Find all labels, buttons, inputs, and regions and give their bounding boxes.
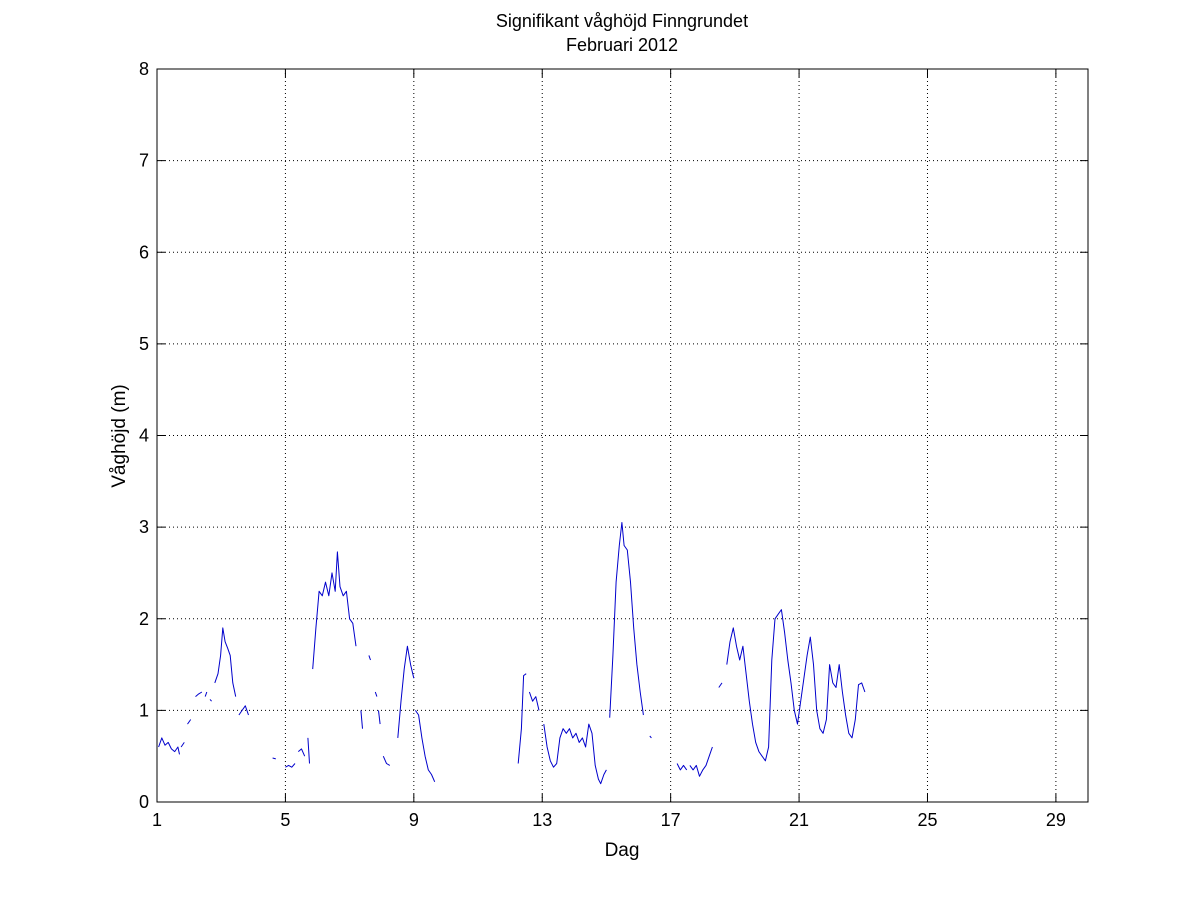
chart-subtitle: Februari 2012 — [566, 35, 678, 55]
y-tick-label: 1 — [139, 700, 149, 720]
y-tick-label: 0 — [139, 792, 149, 812]
x-tick-label: 29 — [1046, 810, 1066, 830]
series-line-segment — [285, 763, 296, 768]
series-line-segment — [378, 710, 381, 725]
x-tick-label: 5 — [280, 810, 290, 830]
y-tick-label: 7 — [139, 151, 149, 171]
x-tick-label: 1 — [152, 810, 162, 830]
series-line-segment — [374, 691, 378, 697]
series-line-segment — [238, 705, 249, 716]
series-line-segment — [195, 691, 203, 697]
series-line-segment — [158, 737, 180, 755]
series-line-segment — [368, 655, 371, 661]
series-line-segment — [414, 710, 436, 783]
y-tick-label: 5 — [139, 334, 149, 354]
series-line-segment — [397, 645, 415, 738]
series-line-segment — [718, 682, 723, 688]
x-axis-label: Dag — [605, 840, 640, 861]
x-tick-label: 9 — [409, 810, 419, 830]
y-tick-label: 4 — [139, 426, 149, 446]
series-line-segment — [214, 627, 237, 697]
series-line-segment — [649, 735, 652, 739]
x-tick-label: 13 — [532, 810, 552, 830]
y-tick-label: 8 — [139, 59, 149, 79]
series-line-segment — [307, 737, 310, 764]
series-line-segment — [382, 755, 391, 766]
x-tick-label: 25 — [917, 810, 937, 830]
series-line-segment — [528, 691, 540, 711]
data-series — [158, 522, 866, 785]
series-line-segment — [543, 723, 607, 785]
series-line-segment — [360, 710, 363, 729]
chart-title: Signifikant våghöjd Finngrundet — [496, 11, 748, 31]
series-line-segment — [209, 699, 212, 702]
series-line-segment — [726, 609, 866, 762]
series-line-segment — [187, 719, 192, 725]
series-line-segment — [312, 551, 357, 670]
series-line-segment — [204, 691, 208, 697]
series-line-segment — [180, 742, 185, 748]
series-line-segment — [676, 763, 688, 771]
series-line-segment — [689, 746, 713, 777]
series-line-segment — [272, 757, 276, 760]
x-tick-label: 17 — [661, 810, 681, 830]
series-line-segment — [297, 748, 306, 757]
series-line-segment — [609, 522, 644, 718]
series-line-segment — [517, 673, 527, 764]
y-axis-label: Våghöjd (m) — [109, 384, 130, 488]
y-tick-label: 2 — [139, 609, 149, 629]
y-tick-label: 3 — [139, 517, 149, 537]
x-tick-label: 21 — [789, 810, 809, 830]
y-tick-label: 6 — [139, 242, 149, 262]
